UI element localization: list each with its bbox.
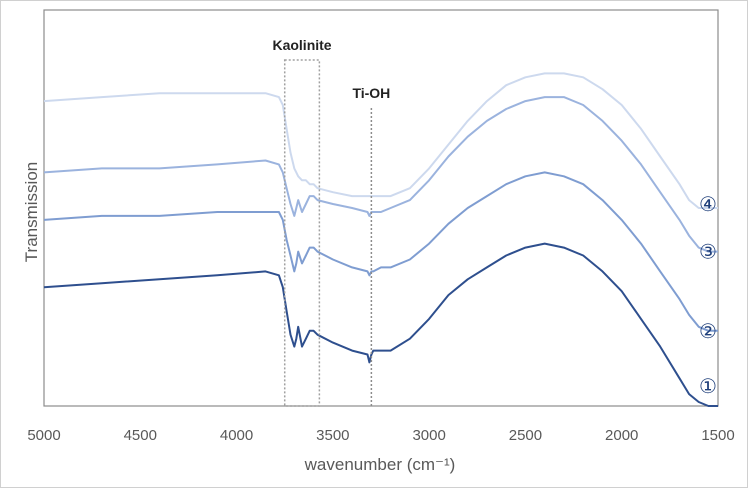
x-tick-label: 3500: [316, 427, 349, 444]
plot-border: [43, 9, 719, 407]
tioh-label: Ti-OH: [352, 85, 390, 101]
kaolinite-label: Kaolinite: [272, 37, 331, 53]
x-tick-label: 2000: [605, 427, 638, 444]
series-line-2: [43, 171, 718, 332]
x-tick-label: 5000: [27, 427, 60, 444]
series-line-3: [43, 96, 718, 253]
plot-area: [43, 9, 719, 407]
x-tick-label: 3000: [412, 427, 445, 444]
series-line-1: [43, 242, 718, 407]
x-tick-label: 4500: [124, 427, 157, 444]
y-axis-label: Transmission: [22, 162, 41, 262]
kaolinite-box: [283, 59, 321, 407]
series-markers: ① ② ③ ④: [699, 192, 717, 398]
x-tick-labels: 5000 4500 4000 3500 3000 2500 2000 1500: [27, 427, 734, 444]
series-marker-3: ③: [699, 240, 717, 264]
x-tick-label: 1500: [701, 427, 734, 444]
x-tick-label: 4000: [220, 427, 253, 444]
annotations: Kaolinite Ti-OH: [272, 37, 390, 407]
x-tick-label: 2500: [509, 427, 542, 444]
series-line-4: [43, 72, 718, 209]
series-marker-2: ②: [699, 319, 717, 343]
series-marker-4: ④: [699, 192, 717, 216]
series-marker-1: ①: [699, 374, 717, 398]
x-axis-label: wavenumber (cm⁻¹): [304, 455, 456, 474]
